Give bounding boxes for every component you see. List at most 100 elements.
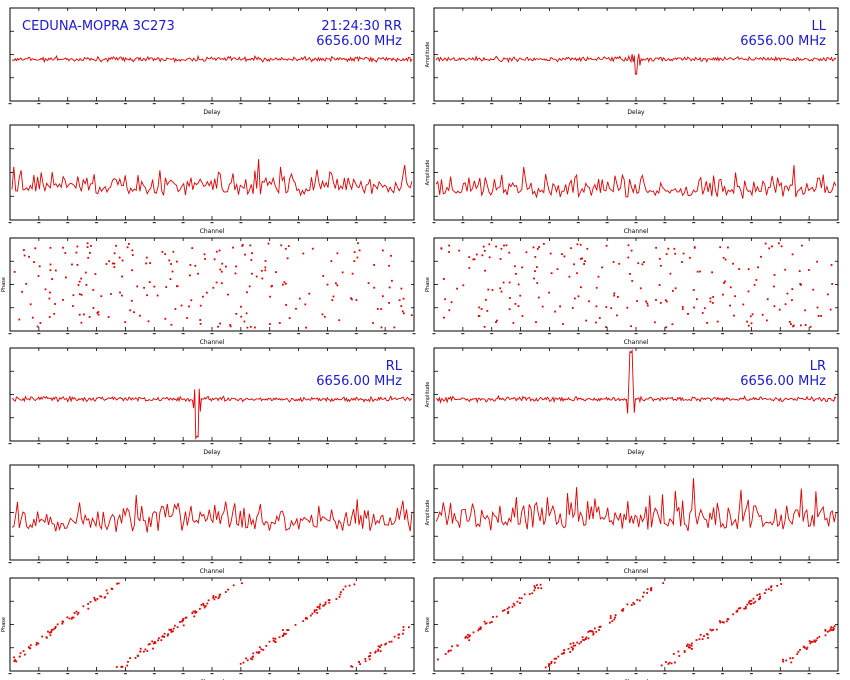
phase-points	[440, 242, 834, 329]
phase-point	[36, 325, 39, 328]
RL-delay-ticks	[8, 347, 416, 445]
phase-point	[37, 275, 40, 277]
panel-RR-phase: Channel Phase	[1, 237, 416, 346]
phase-point	[83, 313, 85, 316]
phase-point	[629, 273, 631, 275]
phase-point	[636, 300, 638, 302]
tick-label-mark	[461, 222, 465, 224]
phase-point	[287, 629, 290, 631]
phase-point	[384, 643, 386, 646]
phase-point	[483, 249, 486, 252]
phase-point	[581, 257, 583, 260]
phase-point	[47, 630, 49, 633]
phase-point	[468, 256, 471, 258]
phase-point	[70, 617, 73, 620]
phase-point	[816, 637, 819, 640]
phase-point	[283, 281, 286, 284]
delay-trace	[435, 348, 837, 414]
phase-point	[541, 305, 544, 308]
y-axis-label: Amplitude	[425, 500, 431, 526]
phase-point	[115, 666, 118, 668]
tick-label-mark	[778, 333, 782, 335]
phase-point	[262, 649, 265, 651]
phase-point	[351, 298, 353, 301]
tick-label-mark	[123, 222, 127, 224]
phase-point	[572, 642, 575, 644]
phase-point	[588, 630, 591, 632]
phase-point	[465, 635, 468, 638]
phase-point	[56, 623, 59, 626]
phase-point	[534, 587, 536, 589]
phase-point	[115, 244, 117, 247]
phase-point	[302, 620, 305, 622]
tick-label-mark	[461, 673, 465, 675]
phase-point	[218, 593, 221, 596]
phase-point	[251, 252, 253, 255]
phase-point	[24, 653, 26, 656]
tick-label-mark	[412, 562, 416, 564]
phase-point	[326, 283, 329, 286]
phase-point	[768, 247, 771, 250]
phase-point	[798, 270, 801, 272]
phase-point	[213, 258, 216, 261]
phase-point	[182, 624, 185, 627]
phase-point	[106, 592, 109, 595]
tick-label-mark	[123, 443, 127, 445]
phase-point	[203, 606, 206, 609]
phase-point	[34, 247, 37, 250]
phase-point	[13, 656, 15, 659]
LR-delay-ticks	[432, 347, 840, 445]
phase-point	[760, 255, 762, 258]
phase-point	[330, 260, 333, 262]
phase-point	[250, 259, 253, 261]
phase-point	[356, 256, 359, 259]
phase-point	[316, 606, 319, 608]
phase-point	[189, 274, 191, 277]
phase-point	[402, 312, 405, 315]
phase-point	[199, 323, 202, 325]
phase-point	[302, 252, 305, 255]
phase-point	[693, 306, 695, 309]
phase-point	[321, 313, 324, 316]
tick-label-mark	[354, 222, 358, 224]
phase-point	[563, 652, 565, 654]
tick-label-mark	[8, 673, 12, 675]
phase-point	[400, 287, 403, 290]
phase-point	[97, 313, 100, 316]
phase-point	[170, 263, 172, 265]
tick-label-mark	[66, 222, 70, 224]
phase-point	[199, 304, 202, 307]
phase-point	[128, 243, 130, 245]
phase-point	[129, 657, 131, 659]
phase-point	[569, 651, 571, 653]
phase-point	[523, 593, 526, 596]
tick-label-mark	[8, 222, 12, 224]
phase-point	[595, 305, 598, 308]
phase-point	[568, 275, 571, 278]
phase-point	[154, 642, 157, 644]
phase-point	[176, 285, 178, 288]
phase-point	[171, 270, 174, 273]
x-axis-label: Delay	[627, 109, 645, 116]
phase-point	[261, 277, 264, 280]
phase-point	[130, 299, 133, 302]
plot-frame	[9, 237, 415, 332]
phase-point	[468, 635, 471, 638]
tick-label-mark	[152, 103, 156, 105]
phase-point	[673, 247, 676, 250]
phase-point	[595, 321, 597, 324]
phase-point	[110, 293, 112, 295]
tick-label-mark	[519, 673, 523, 675]
phase-point	[518, 597, 521, 599]
phase-point	[643, 261, 645, 263]
phase-point	[536, 282, 539, 284]
phase-point	[139, 647, 142, 650]
phase-point	[204, 258, 206, 260]
phase-point	[252, 652, 255, 655]
phase-point	[456, 287, 458, 290]
tick-label-mark	[778, 222, 782, 224]
tick-label-mark	[123, 333, 127, 335]
phase-point	[804, 646, 806, 649]
phase-point	[80, 321, 83, 324]
phase-point	[814, 640, 816, 643]
